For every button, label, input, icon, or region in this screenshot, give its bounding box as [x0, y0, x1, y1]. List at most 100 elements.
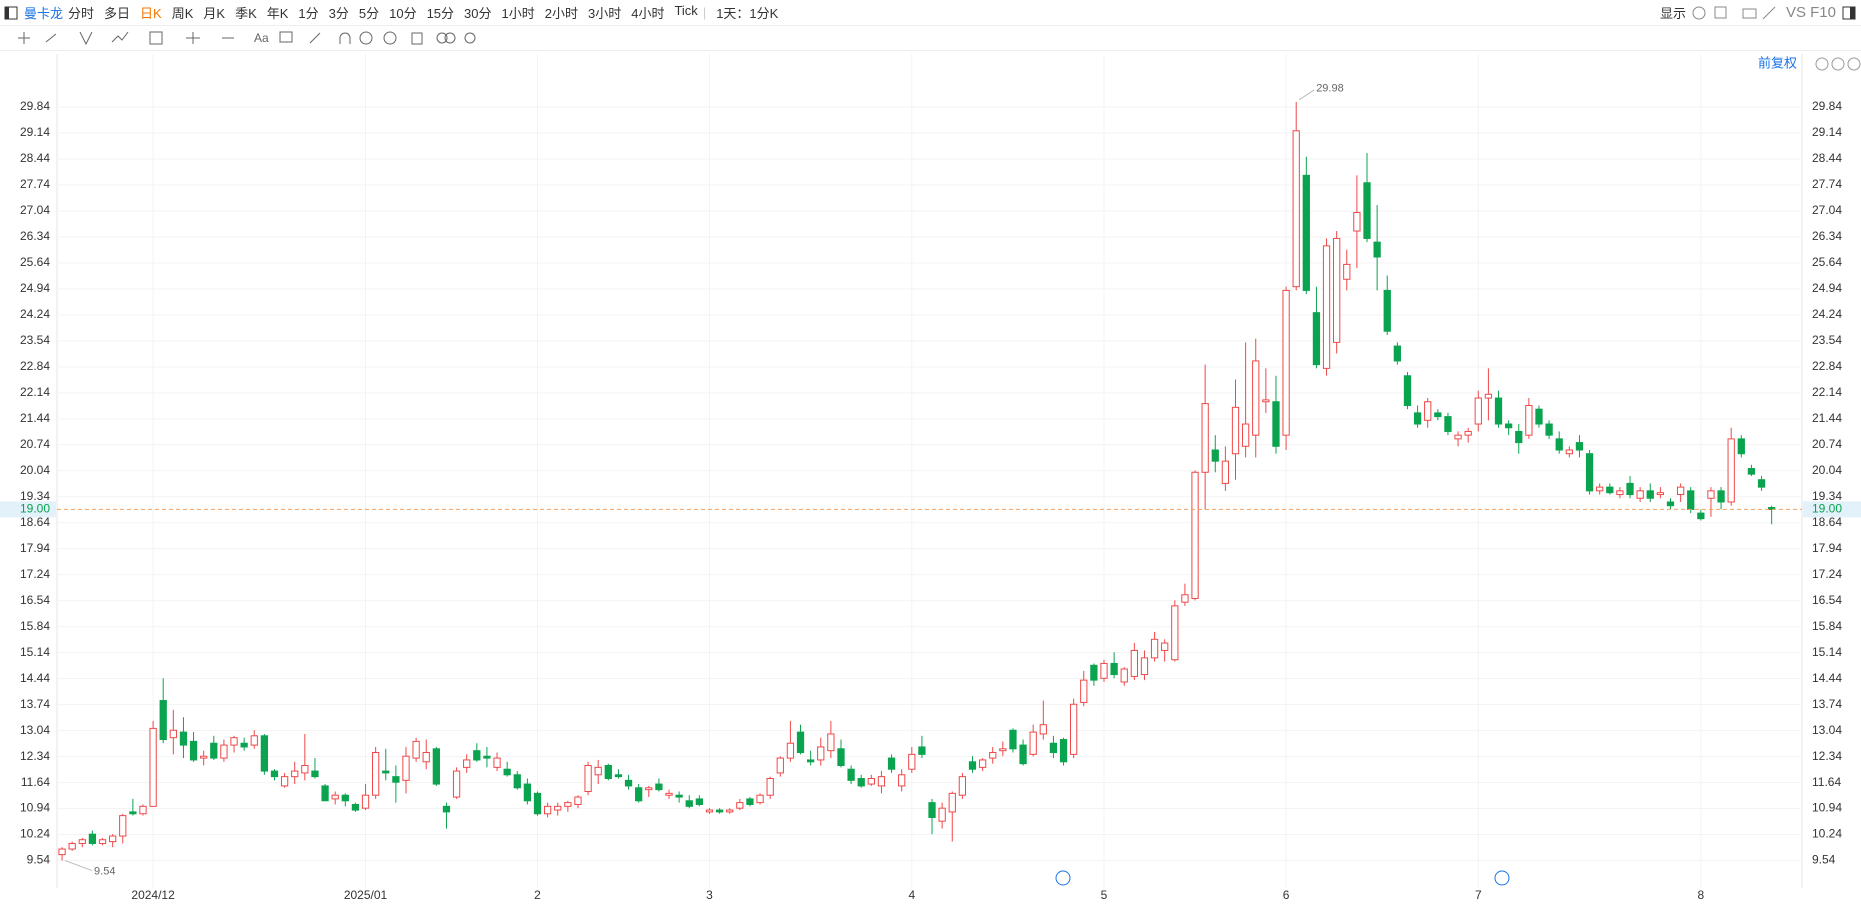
candle-body — [1424, 401, 1432, 421]
layout-toggle[interactable] — [1841, 5, 1861, 21]
period-select[interactable]: 1天：1分K — [716, 6, 779, 21]
candle-body — [1312, 312, 1321, 366]
symbol[interactable]: 曼卡龙 — [24, 6, 64, 21]
last-price-box — [0, 501, 56, 518]
candle-body — [351, 803, 360, 811]
candle-body — [1090, 664, 1098, 681]
candle-body — [1171, 605, 1179, 661]
candle-body — [311, 770, 319, 778]
y-tick-label-right: 21.44 — [1812, 411, 1842, 425]
candle-body — [776, 757, 784, 774]
sidebar-toggle[interactable] — [3, 5, 19, 21]
candle-body — [807, 759, 815, 763]
y-tick-label-right: 14.44 — [1812, 671, 1842, 685]
period-tab[interactable]: 多日 — [104, 6, 131, 21]
candle-body — [1606, 486, 1614, 494]
y-tick-label-right: 19.34 — [1812, 489, 1842, 503]
candle-body — [240, 742, 248, 748]
period-tab[interactable]: 1分 — [298, 6, 319, 21]
period-tab[interactable]: 30分 — [464, 6, 492, 21]
y-tick-label: 19.34 — [20, 489, 50, 503]
candle-body — [1413, 412, 1422, 425]
candle-body — [1080, 679, 1088, 703]
period-tab[interactable]: 3小时 — [587, 6, 622, 21]
candle-body — [1100, 662, 1108, 679]
candle-body — [1494, 397, 1503, 425]
candle-body — [270, 770, 279, 778]
y-tick-label-right: 25.64 — [1812, 255, 1842, 269]
x-tick-label: 2025/01 — [344, 888, 388, 902]
period-tab[interactable]: 日K — [140, 6, 162, 21]
y-tick-label-right: 15.14 — [1812, 645, 1842, 659]
y-tick-label-right: 23.54 — [1812, 333, 1842, 347]
candle-body — [867, 778, 875, 785]
candle-body — [382, 770, 390, 774]
event-icon[interactable] — [1494, 870, 1510, 886]
period-tab[interactable]: Tick — [674, 3, 698, 18]
y-tick-label: 15.84 — [20, 619, 50, 633]
period-tab[interactable]: 2小时 — [544, 6, 578, 21]
y-tick-label-right: 13.04 — [1812, 723, 1842, 737]
candle-body — [1444, 416, 1452, 432]
candle-body — [705, 809, 714, 813]
period-tab[interactable]: 1小时 — [501, 6, 535, 21]
period-tab[interactable]: 15分 — [426, 6, 455, 21]
candle-body — [1292, 130, 1300, 288]
candle-body — [1231, 406, 1240, 455]
period-tab[interactable]: 5分 — [358, 6, 380, 21]
candle-body — [989, 752, 997, 759]
adjust-mode[interactable]: 前复权 — [1758, 55, 1797, 70]
candle-body — [493, 757, 501, 768]
candle-body — [1525, 404, 1533, 436]
candle-body — [1757, 479, 1766, 488]
candle-body — [1434, 412, 1442, 418]
candle-body — [1737, 438, 1745, 455]
y-tick-label-right: 28.44 — [1812, 151, 1842, 165]
y-tick-label: 15.14 — [20, 645, 50, 659]
y-tick-label: 27.04 — [20, 203, 50, 217]
candle-body — [614, 774, 623, 778]
high-pointer — [1298, 89, 1315, 101]
candle-body — [827, 733, 835, 752]
period-tab[interactable]: 10分 — [389, 6, 417, 21]
period-tab[interactable]: 分时 — [68, 6, 95, 21]
y-tick-label: 16.54 — [20, 593, 50, 607]
period-tab[interactable]: 3分 — [328, 6, 349, 21]
vs-f10[interactable]: VS F10 — [1785, 4, 1836, 21]
candle-body — [1019, 744, 1027, 765]
candle-body — [1252, 360, 1260, 436]
period-tab[interactable]: 4小时 — [631, 6, 665, 21]
y-tick-label-right: 24.24 — [1812, 307, 1842, 321]
y-tick-label: 29.84 — [20, 99, 50, 113]
candle-body — [1120, 668, 1128, 683]
y-tick-label: 20.04 — [20, 463, 50, 477]
candle-body — [483, 755, 491, 759]
candle-body — [1191, 471, 1199, 599]
candle-body — [98, 839, 107, 844]
candle-body — [260, 735, 269, 772]
candle-body — [564, 802, 572, 807]
period-tab[interactable]: 月K — [203, 6, 226, 21]
y-tick-label-right: 29.84 — [1812, 99, 1842, 113]
display-menu[interactable]: 显示 — [1659, 6, 1686, 21]
tool-icons[interactable] — [1691, 5, 1781, 21]
candle-body — [291, 770, 299, 778]
y-tick-label-right: 12.34 — [1812, 749, 1842, 763]
drawing-tools[interactable]: Aa — [0, 26, 500, 50]
candle-body — [1484, 393, 1493, 399]
candle-body — [594, 766, 602, 776]
period-tab[interactable]: 季K — [235, 6, 257, 21]
y-tick-label: 22.84 — [20, 359, 50, 373]
candle-body — [817, 746, 825, 761]
y-tick-label-right: 17.24 — [1812, 567, 1842, 581]
candle-body — [1403, 375, 1412, 406]
candle-body — [1717, 490, 1725, 503]
event-icon[interactable] — [1055, 870, 1071, 886]
candle-body — [1282, 289, 1290, 436]
candle-body — [857, 778, 865, 787]
period-tab[interactable]: 年K — [266, 6, 289, 21]
period-tab[interactable]: 周K — [171, 6, 194, 21]
candle-body — [978, 759, 987, 768]
candle-body — [1666, 501, 1675, 507]
